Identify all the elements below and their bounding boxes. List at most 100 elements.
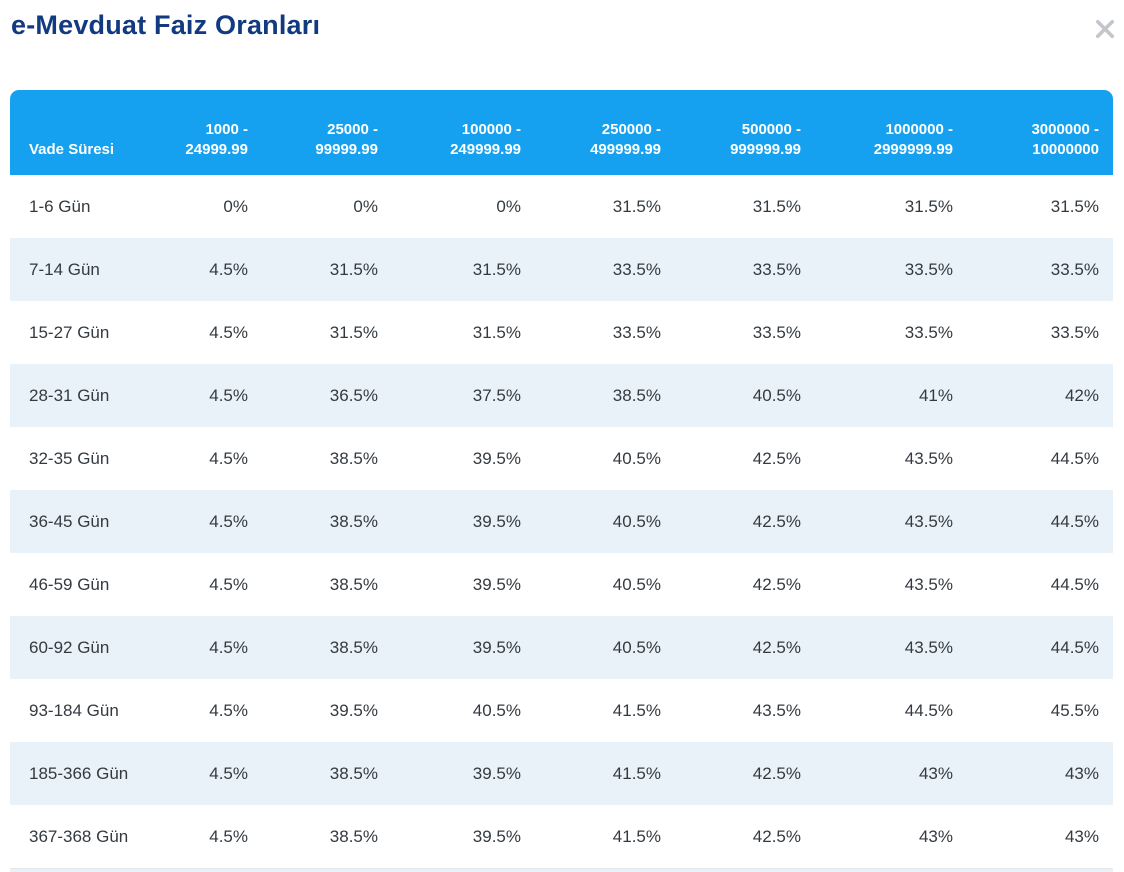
rate-cell: 38.5% [561,364,701,427]
table-row: 93-184 Gün 4.5% 39.5% 40.5% 41.5% 43.5% 44.5% 4… [10,679,1113,742]
rate-cell: 31.5% [288,301,418,364]
rate-cell: 4.5% [160,238,288,301]
rate-cell: 0% [288,175,418,238]
term-cell: 36-45 Gün [10,490,160,553]
rate-cell: 31.5% [993,175,1113,238]
rate-cell: 41% [841,364,993,427]
rate-cell: 0% [418,175,561,238]
rate-cell: 42.5% [701,427,841,490]
rate-cell: 42.5% [701,616,841,679]
rate-cell: 43.5% [701,679,841,742]
rate-cell: 39.5% [288,679,418,742]
rate-cell: 41.5% [561,679,701,742]
rate-cell: 43% [993,742,1113,805]
partial-next-row [10,868,1113,872]
rate-cell: 4.5% [160,616,288,679]
term-cell: 15-27 Gün [10,301,160,364]
rate-cell: 39.5% [418,427,561,490]
term-cell: 28-31 Gün [10,364,160,427]
rate-cell: 40.5% [561,427,701,490]
rate-cell: 43% [993,805,1113,868]
table-row: 32-35 Gün 4.5% 38.5% 39.5% 40.5% 42.5% 43.5% 44… [10,427,1113,490]
table-row: 46-59 Gün 4.5% 38.5% 39.5% 40.5% 42.5% 43.5% 44… [10,553,1113,616]
term-cell: 32-35 Gün [10,427,160,490]
rate-cell: 44.5% [993,490,1113,553]
rate-cell: 42.5% [701,805,841,868]
term-cell: 1-6 Gün [10,175,160,238]
close-button[interactable] [1088,12,1122,46]
rate-cell: 39.5% [418,805,561,868]
rate-cell: 31.5% [841,175,993,238]
rate-cell: 33.5% [993,301,1113,364]
amount-range-header: 3000000 - 10000000 [993,90,1113,175]
rate-cell: 38.5% [288,742,418,805]
term-cell: 93-184 Gün [10,679,160,742]
amount-range-header: 25000 - 99999.99 [288,90,418,175]
rate-cell: 33.5% [701,301,841,364]
rate-cell: 41.5% [561,742,701,805]
modal-title: e-Mevduat Faiz Oranları [11,10,321,40]
rate-cell: 44.5% [841,679,993,742]
table-row: 36-45 Gün 4.5% 38.5% 39.5% 40.5% 42.5% 43.5% 44… [10,490,1113,553]
modal-header: e-Mevduat Faiz Oranları [0,0,1124,90]
rate-cell: 40.5% [561,490,701,553]
table-row: 7-14 Gün 4.5% 31.5% 31.5% 33.5% 33.5% 33.5% 33.… [10,238,1113,301]
rate-cell: 44.5% [993,427,1113,490]
rate-cell: 38.5% [288,553,418,616]
table-row: 367-368 Gün 4.5% 38.5% 39.5% 41.5% 42.5% 43% 43… [10,805,1113,868]
table-row: 185-366 Gün 4.5% 38.5% 39.5% 41.5% 42.5% 43% 43… [10,742,1113,805]
rate-cell: 33.5% [993,238,1113,301]
rate-cell: 31.5% [701,175,841,238]
rate-cell: 4.5% [160,490,288,553]
rate-cell: 36.5% [288,364,418,427]
term-cell: 367-368 Gün [10,805,160,868]
close-icon [1095,19,1115,39]
amount-range-header: 500000 - 999999.99 [701,90,841,175]
rate-cell: 40.5% [418,679,561,742]
rate-cell: 38.5% [288,805,418,868]
table-row: 28-31 Gün 4.5% 36.5% 37.5% 38.5% 40.5% 41% 42% [10,364,1113,427]
rate-cell: 38.5% [288,427,418,490]
rate-cell: 40.5% [561,553,701,616]
rate-cell: 33.5% [701,238,841,301]
rate-cell: 31.5% [288,238,418,301]
rate-cell: 40.5% [561,616,701,679]
rate-cell: 4.5% [160,805,288,868]
rate-cell: 43% [841,742,993,805]
rate-cell: 33.5% [841,238,993,301]
amount-range-header: 250000 - 499999.99 [561,90,701,175]
rate-cell: 44.5% [993,553,1113,616]
rate-cell: 39.5% [418,490,561,553]
table-row: 1-6 Gün 0% 0% 0% 31.5% 31.5% 31.5% 31.5% [10,175,1113,238]
rate-cell: 42.5% [701,553,841,616]
rate-cell: 44.5% [993,616,1113,679]
rate-cell: 0% [160,175,288,238]
rate-cell: 43.5% [841,553,993,616]
rate-cell: 42% [993,364,1113,427]
term-column-header: Vade Süresi [10,90,160,175]
rate-cell: 43.5% [841,490,993,553]
table-header-row: Vade Süresi 1000 - 24999.99 25000 - 99999… [10,90,1113,175]
term-cell: 185-366 Gün [10,742,160,805]
deposit-rates-table: Vade Süresi 1000 - 24999.99 25000 - 99999… [10,90,1113,868]
term-cell: 60-92 Gün [10,616,160,679]
rate-cell: 39.5% [418,616,561,679]
rate-cell: 41.5% [561,805,701,868]
rate-cell: 4.5% [160,364,288,427]
rate-cell: 4.5% [160,427,288,490]
rate-cell: 37.5% [418,364,561,427]
rate-cell: 45.5% [993,679,1113,742]
rate-cell: 42.5% [701,490,841,553]
rate-cell: 31.5% [418,238,561,301]
table-row: 15-27 Gün 4.5% 31.5% 31.5% 33.5% 33.5% 33.5% 33… [10,301,1113,364]
rate-cell: 39.5% [418,553,561,616]
term-cell: 46-59 Gün [10,553,160,616]
rate-cell: 33.5% [561,301,701,364]
rate-cell: 39.5% [418,742,561,805]
rate-cell: 43.5% [841,616,993,679]
rate-cell: 38.5% [288,616,418,679]
rate-cell: 42.5% [701,742,841,805]
amount-range-header: 1000000 - 2999999.99 [841,90,993,175]
rate-cell: 31.5% [418,301,561,364]
rate-cell: 4.5% [160,553,288,616]
